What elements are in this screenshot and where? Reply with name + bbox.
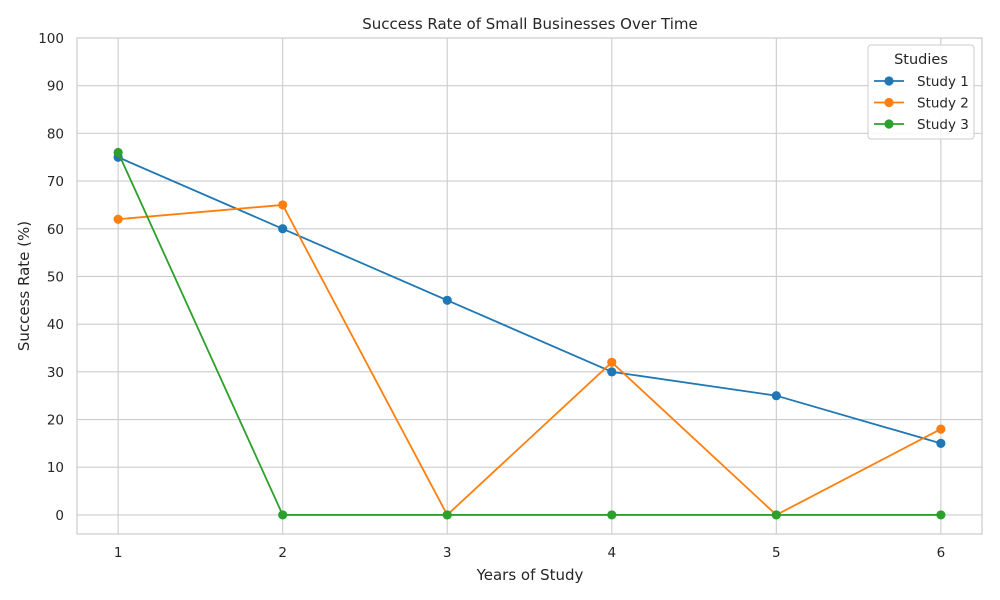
y-tick-label: 40 <box>47 317 64 333</box>
y-axis-label: Success Rate (%) <box>15 221 33 351</box>
plot-frame <box>76 37 983 535</box>
legend-entry-label: Study 2 <box>917 96 969 112</box>
y-tick-label: 30 <box>47 365 64 381</box>
data-point <box>936 438 946 448</box>
legend-box <box>867 44 975 140</box>
x-tick-label: 4 <box>607 545 616 561</box>
series-1 <box>113 152 946 448</box>
series-line <box>117 156 942 445</box>
data-point <box>113 147 123 158</box>
data-point <box>278 510 288 520</box>
x-tick-label: 1 <box>114 545 123 561</box>
data-point <box>442 510 452 520</box>
data-point <box>278 224 288 234</box>
series-line <box>118 204 942 516</box>
y-tick-label: 50 <box>47 269 64 285</box>
x-axis-label: Years of Study <box>476 566 584 584</box>
legend-title: Studies <box>894 52 948 68</box>
data-point <box>113 214 123 224</box>
legend-entry-label: Study 1 <box>917 74 969 90</box>
y-tick-labels: 0 10 20 30 40 50 60 70 80 90 100 <box>38 31 64 524</box>
y-tick-label: 90 <box>47 79 64 95</box>
series-group <box>113 147 946 520</box>
series-line <box>117 152 941 516</box>
chart-title: Success Rate of Small Businesses Over Ti… <box>362 15 697 33</box>
data-point <box>278 200 288 210</box>
legend-swatch-marker <box>884 97 894 108</box>
data-point <box>771 391 781 401</box>
series-3 <box>113 147 946 520</box>
x-tick-label: 2 <box>278 545 287 561</box>
legend-swatch-marker <box>884 76 894 86</box>
x-tick-label: 6 <box>937 545 946 561</box>
x-tick-labels: 1 2 3 4 5 6 <box>114 545 945 561</box>
y-tick-label: 20 <box>47 413 64 429</box>
y-tick-label: 80 <box>47 126 64 142</box>
legend-entry-label: Study 3 <box>917 117 969 133</box>
y-tick-label: 70 <box>47 174 64 190</box>
legend-items: Study 1 Study 2 Study 3 <box>874 74 969 133</box>
legend-swatch-marker <box>884 119 894 129</box>
legend: Studies Study 1 Study 2 Study 3 <box>867 44 975 140</box>
y-tick-label: 10 <box>47 460 64 476</box>
data-point <box>607 367 617 377</box>
data-point <box>771 510 781 520</box>
y-tick-label: 60 <box>47 222 64 238</box>
y-tick-label: 100 <box>38 31 64 47</box>
data-point <box>936 510 946 520</box>
data-point <box>936 424 946 434</box>
data-point <box>607 510 617 520</box>
x-tick-label: 5 <box>772 545 781 561</box>
y-tick-label: 0 <box>55 508 64 524</box>
data-point <box>442 295 452 305</box>
data-point <box>607 357 617 367</box>
x-tick-label: 3 <box>443 545 452 561</box>
